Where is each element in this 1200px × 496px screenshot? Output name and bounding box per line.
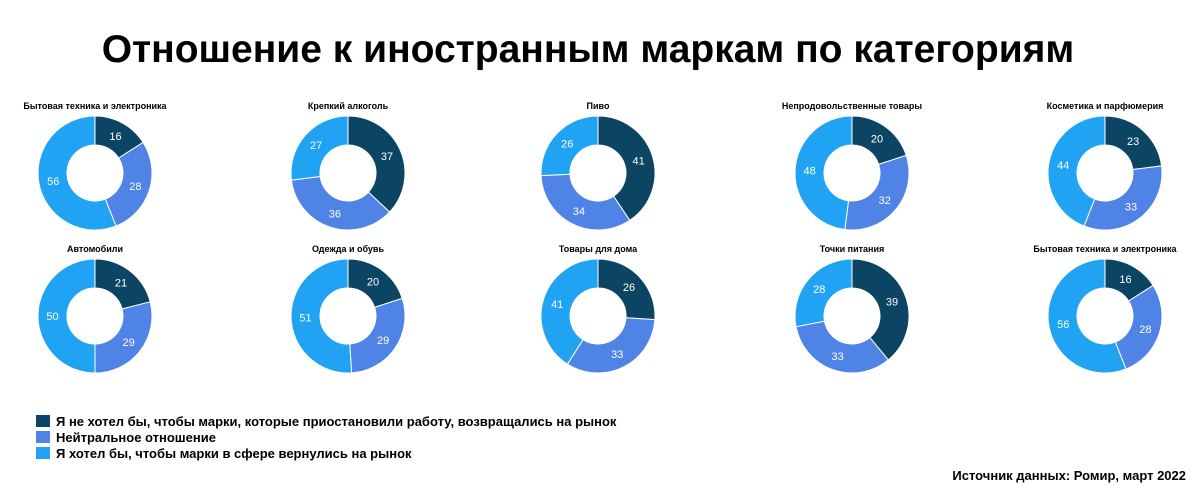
legend-label: Я не хотел бы, чтобы марки, которые прио… [56, 413, 617, 429]
data-label: 33 [611, 349, 623, 361]
donut-chart: 20 32 48 [794, 115, 910, 231]
segment-return [540, 115, 599, 177]
legend-label: Нейтральное отношение [56, 429, 216, 445]
source-note: Источник данных: Ромир, март 2022 [952, 468, 1186, 483]
chart-title: Точки питания [819, 244, 885, 254]
segment-neutral [94, 301, 153, 374]
chart-title: Непродовольственные товары [781, 101, 923, 111]
segment-neutral [795, 320, 890, 374]
segment-oppose [597, 115, 656, 222]
donut-chart: 20 29 51 [290, 258, 406, 374]
legend-item-neutral: Нейтральное отношение [36, 429, 616, 445]
data-label: 39 [886, 297, 898, 309]
chart-title: Товары для дома [558, 244, 638, 254]
legend-label: Я хотел бы, чтобы марки в сфере вернулис… [56, 445, 412, 461]
legend-item-oppose: Я не хотел бы, чтобы марки, которые прио… [36, 413, 616, 429]
segment-neutral [566, 317, 656, 374]
legend-swatch-mid [36, 431, 50, 443]
data-label: 51 [299, 312, 311, 324]
donut-chart: 39 33 28 [794, 258, 910, 374]
page-title: Отношение к иностранным маркам по катего… [101, 28, 1075, 71]
data-label: 26 [561, 139, 573, 151]
data-label: 56 [1057, 319, 1069, 331]
chart-title: Одежда и обувь [311, 244, 385, 254]
segment-neutral [1083, 165, 1163, 231]
data-label: 48 [803, 165, 815, 177]
data-label: 37 [381, 151, 393, 163]
segment-return [290, 258, 353, 374]
donut-chart: 37 36 27 [290, 115, 406, 231]
segment-return [37, 258, 96, 374]
data-label: 32 [879, 195, 891, 207]
data-label: 29 [377, 335, 389, 347]
segment-return [794, 258, 853, 328]
data-label: 36 [329, 208, 341, 220]
data-label: 21 [115, 277, 127, 289]
data-label: 41 [551, 299, 563, 311]
data-label: 23 [1127, 136, 1139, 148]
segment-return [290, 115, 349, 181]
segment-neutral [844, 154, 910, 231]
data-label: 20 [871, 134, 883, 146]
data-label: 44 [1057, 160, 1069, 172]
donut-chart: 41 34 26 [540, 115, 656, 231]
chart-title: Автомобили [67, 244, 123, 254]
chart-title: Косметика и парфюмерия [1046, 101, 1164, 111]
segment-oppose [347, 115, 406, 213]
legend-swatch-dark [36, 415, 50, 427]
data-label: 56 [47, 176, 59, 188]
data-label: 20 [367, 277, 379, 289]
data-label: 33 [831, 351, 843, 363]
chart-title: Крепкий алкоголь [307, 101, 389, 111]
data-label: 28 [1139, 324, 1151, 336]
data-label: 41 [633, 156, 645, 168]
donut-chart-grid: Бытовая техника и электроника 16 28 56 Крепк… [23, 101, 1177, 374]
data-label: 26 [623, 282, 635, 294]
donut-chart: 16 28 56 [37, 115, 153, 231]
data-label: 16 [109, 131, 121, 143]
data-label: 34 [573, 206, 585, 218]
segment-return [540, 258, 599, 365]
segment-neutral [540, 173, 631, 231]
data-label: 27 [310, 140, 322, 152]
segment-return [1047, 258, 1127, 374]
chart-title: Бытовая техника и электроника [23, 101, 167, 111]
segment-neutral [290, 175, 391, 231]
legend-swatch-light [36, 447, 50, 459]
data-label: 50 [46, 311, 58, 323]
data-label: 28 [129, 181, 141, 193]
donut-chart: 21 29 50 [37, 258, 153, 374]
data-label: 28 [813, 284, 825, 296]
donut-chart: 23 33 44 [1047, 115, 1163, 231]
chart-title: Пиво [586, 101, 610, 111]
donut-chart: 16 28 56 [1047, 258, 1163, 374]
segment-return [794, 115, 853, 231]
segment-return [1047, 115, 1106, 227]
data-label: 33 [1125, 202, 1137, 214]
chart-title: Бытовая техника и электроника [1033, 244, 1177, 254]
segment-neutral [349, 297, 406, 374]
segment-oppose [851, 258, 910, 361]
legend-item-return: Я хотел бы, чтобы марки в сфере вернулис… [36, 445, 616, 461]
segment-return [37, 115, 117, 231]
legend: Я не хотел бы, чтобы марки, которые прио… [36, 413, 616, 461]
donut-chart: 26 33 41 [540, 258, 656, 374]
data-label: 29 [122, 337, 134, 349]
data-label: 16 [1119, 274, 1131, 286]
